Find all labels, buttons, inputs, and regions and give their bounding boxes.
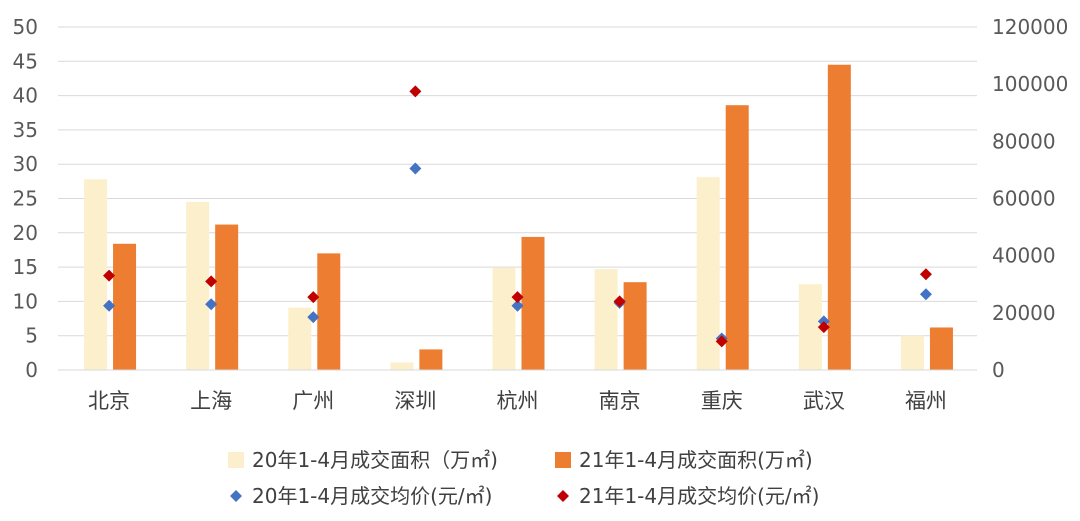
bar <box>594 269 618 370</box>
legend-marker <box>230 490 242 502</box>
category-label: 南京 <box>599 389 641 413</box>
bar <box>390 362 414 370</box>
legend-label: 21年1-4月成交均价(元/㎡) <box>579 484 819 508</box>
category-label: 福州 <box>905 389 947 413</box>
bars <box>84 64 953 370</box>
marker <box>511 291 524 304</box>
left-tick-label: 45 <box>13 49 38 73</box>
category-labels: 北京 上海 广州 深圳 杭州 南京 重庆 武汉 福州 <box>88 389 947 413</box>
bar <box>929 327 953 370</box>
legend-swatch <box>228 452 244 468</box>
bar <box>215 224 239 370</box>
marker <box>205 275 218 288</box>
left-tick-label: 0 <box>25 358 38 382</box>
legend: 20年1-4月成交面积（万㎡) 21年1-4月成交面积(万㎡) 20年1-4月成交均… <box>228 448 819 508</box>
left-tick-label: 35 <box>13 118 38 142</box>
bar <box>827 64 851 370</box>
marker <box>409 85 422 98</box>
marker <box>613 295 626 308</box>
right-tick-label: 0 <box>992 358 1005 382</box>
marker <box>409 162 422 175</box>
bar <box>725 105 749 370</box>
marker <box>205 298 218 311</box>
bar <box>186 201 210 370</box>
bar <box>521 236 545 370</box>
left-tick-label: 10 <box>13 289 38 313</box>
markers <box>103 85 932 348</box>
marker <box>307 291 320 304</box>
legend-swatch <box>555 452 571 468</box>
left-tick-label: 25 <box>13 187 38 211</box>
left-tick-label: 20 <box>13 221 38 245</box>
category-label: 北京 <box>88 389 130 413</box>
left-tick-label: 50 <box>13 15 38 39</box>
right-tick-label: 60000 <box>992 187 1056 211</box>
bar <box>288 307 312 370</box>
marker <box>919 268 932 281</box>
marker <box>511 299 524 312</box>
marker <box>103 299 116 312</box>
bar <box>113 243 137 370</box>
bar <box>900 335 924 370</box>
bar <box>419 349 443 370</box>
left-tick-label: 5 <box>25 324 38 348</box>
marker <box>715 335 728 348</box>
bar <box>696 177 720 370</box>
marker <box>307 311 320 324</box>
right-tick-label: 100000 <box>992 72 1068 96</box>
category-label: 深圳 <box>394 389 436 413</box>
right-tick-label: 40000 <box>992 244 1056 268</box>
legend-label: 21年1-4月成交面积(万㎡) <box>579 448 813 472</box>
right-tick-label: 80000 <box>992 129 1056 153</box>
right-tick-label: 120000 <box>992 15 1068 39</box>
right-axis: 0 20000 40000 60000 80000 100000 120000 <box>992 15 1068 382</box>
category-label: 上海 <box>190 389 232 413</box>
marker <box>817 321 830 334</box>
bar <box>84 179 108 370</box>
category-label: 重庆 <box>701 389 743 413</box>
category-label: 武汉 <box>803 389 845 413</box>
legend-label: 20年1-4月成交面积（万㎡) <box>252 448 498 472</box>
marker <box>919 288 932 301</box>
bar <box>492 267 516 370</box>
legend-label: 20年1-4月成交均价(元/㎡) <box>252 484 492 508</box>
legend-marker <box>557 490 569 502</box>
left-axis: 0 5 10 15 20 25 30 35 40 45 50 <box>13 15 38 382</box>
bar <box>317 253 341 370</box>
right-tick-label: 20000 <box>992 301 1056 325</box>
category-label: 杭州 <box>497 389 539 413</box>
bar <box>623 282 647 370</box>
left-tick-label: 40 <box>13 84 38 108</box>
left-tick-label: 30 <box>13 152 38 176</box>
marker <box>103 269 116 282</box>
bar <box>798 284 822 370</box>
left-tick-label: 15 <box>13 255 38 279</box>
category-label: 广州 <box>292 389 334 413</box>
